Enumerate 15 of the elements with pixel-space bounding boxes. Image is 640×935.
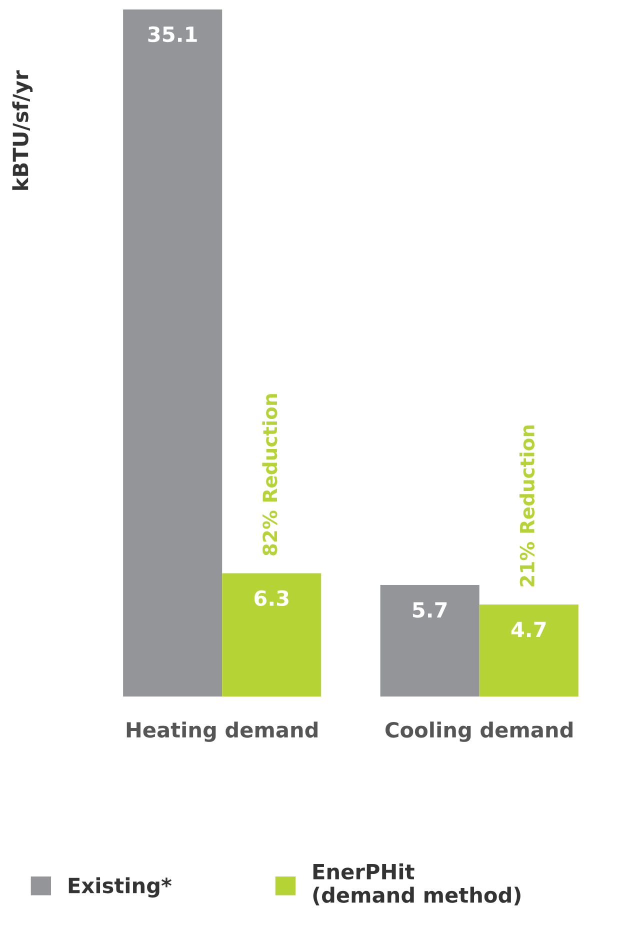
annotation: 82% Reduction [262, 394, 278, 556]
bar [479, 604, 578, 697]
data-label: 4.7 [511, 622, 546, 638]
x-tick-label: Heating demand [126, 722, 318, 742]
bar [222, 573, 322, 697]
bar [380, 584, 480, 697]
data-label: 6.3 [254, 590, 288, 606]
x-tick-label: Cooling demand [386, 722, 572, 742]
data-label: 35.1 [148, 26, 197, 42]
annotation: 21% Reduction [519, 425, 535, 586]
legend-label: EnerPHit (demand method) [313, 863, 520, 906]
data-label: 5.7 [412, 602, 447, 618]
bar [123, 9, 222, 697]
legend-label: Existing* [68, 877, 172, 898]
y-axis-title: kBTU/sf/yr [12, 70, 33, 190]
